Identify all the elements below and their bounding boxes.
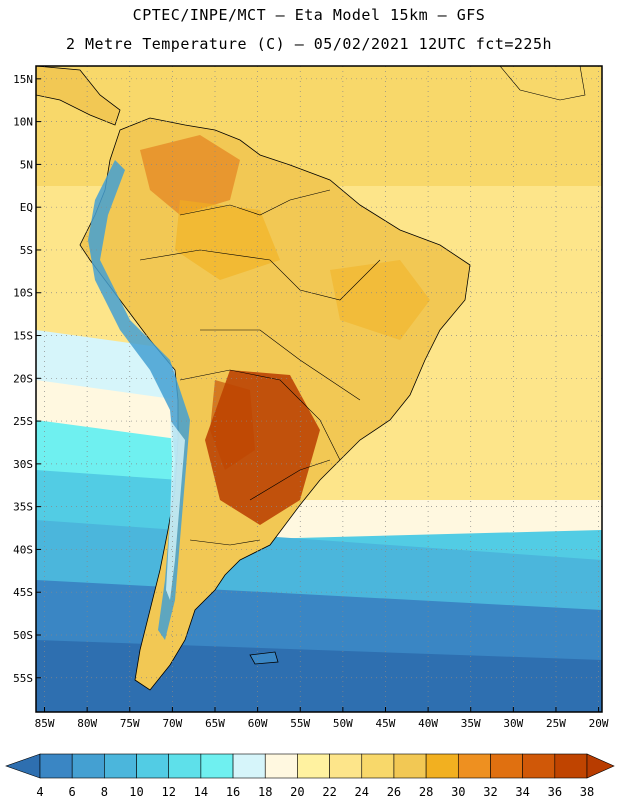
- chaco-hottest-zone: [210, 380, 255, 470]
- colorbar-label: 28: [419, 785, 433, 799]
- country-borders: [139, 189, 381, 546]
- colorbar-label: 4: [36, 785, 43, 799]
- lat-tick-label: 50S: [13, 629, 33, 642]
- colorbar-label: 8: [101, 785, 108, 799]
- colorbar: 4 6 8 10 12 14 16 18 20 22 24 26 28 30 32 34 36 38: [5, 753, 615, 799]
- lon-tick-label: 55W: [290, 717, 310, 730]
- colorbar-swatch: [39, 753, 73, 779]
- andes-cold-strip: [88, 160, 190, 640]
- lat-tick-label: 45S: [13, 586, 33, 599]
- colorbar-swatch: [297, 753, 330, 779]
- colorbar-label: 26: [387, 785, 401, 799]
- lon-tick-label: 20W: [589, 717, 609, 730]
- colorbar-label: 16: [226, 785, 240, 799]
- colorbar-label: 18: [258, 785, 272, 799]
- lon-tick-label: 40W: [418, 717, 438, 730]
- colorbar-arrow-high: [586, 753, 615, 779]
- caribbean-islands: [499, 66, 586, 101]
- lon-tick-label: 60W: [248, 717, 268, 730]
- map-frame: [35, 65, 603, 713]
- colorbar-label: 38: [580, 785, 594, 799]
- colorbar-swatch: [393, 753, 427, 779]
- colorbar-swatch: [136, 753, 170, 779]
- ocean-polar-band: [36, 640, 602, 712]
- lon-tick-label: 65W: [205, 717, 225, 730]
- falkland-islands: [249, 651, 279, 665]
- lat-tick-label: 25S: [13, 415, 33, 428]
- colorbar-swatch: [104, 753, 137, 779]
- colorbar-swatch: [232, 753, 266, 779]
- colorbar-arrow-low: [5, 753, 41, 779]
- colorbar-label: 36: [548, 785, 562, 799]
- amazon-warm-zone: [175, 200, 280, 280]
- colorbar-label: 6: [69, 785, 76, 799]
- latitude-axis: 15N 10N 5N EQ 5S 10S 15S 20S 25S 30S 35S 40S 45S 50S 5…: [13, 73, 41, 685]
- lon-tick-label: 50W: [333, 717, 353, 730]
- lon-tick-label: 75W: [120, 717, 140, 730]
- lat-tick-label: 15N: [13, 73, 33, 86]
- lat-tick-label: 5S: [20, 244, 33, 257]
- lon-tick-label: 70W: [162, 717, 182, 730]
- colorbar-label: 34: [515, 785, 529, 799]
- title-field: 2 Metre Temperature (C) – 05/02/2021 12U…: [65, 35, 553, 53]
- lon-tick-label: 35W: [461, 717, 481, 730]
- central-america-landmass: [36, 66, 121, 126]
- map-field: [36, 66, 602, 712]
- colorbar-label: 14: [194, 785, 208, 799]
- longitude-axis: 85W 80W 75W 70W 65W 60W 55W 50W 45W 40W 35W 30W 25W 2…: [35, 707, 609, 730]
- colorbar-label: 20: [290, 785, 304, 799]
- lon-tick-label: 25W: [546, 717, 566, 730]
- andes-snow-strip: [166, 420, 185, 600]
- lat-tick-label: 15S: [13, 330, 33, 343]
- lat-tick-label: 55S: [13, 672, 33, 685]
- lat-tick-label: 30S: [13, 458, 33, 471]
- colorbar-label: 30: [451, 785, 465, 799]
- colorbar-swatch: [457, 753, 491, 779]
- colorbar-label: 12: [161, 785, 175, 799]
- lat-tick-label: 20S: [13, 372, 33, 385]
- title-model: CPTEC/INPE/MCT – Eta Model 15km – GFS: [132, 6, 486, 24]
- lat-tick-label: EQ: [20, 201, 33, 214]
- colorbar-swatch: [490, 753, 523, 779]
- colorbar-swatch: [329, 753, 363, 779]
- brazil-warm-zone: [330, 260, 430, 340]
- colorbar-label: 24: [355, 785, 369, 799]
- colorbar-swatch: [168, 753, 202, 779]
- colorbar-label: 32: [483, 785, 497, 799]
- lon-tick-label: 85W: [35, 717, 55, 730]
- lat-tick-label: 10N: [13, 116, 33, 129]
- lat-tick-label: 5N: [20, 158, 33, 171]
- colorbar-swatch: [554, 753, 588, 779]
- colorbar-swatch: [71, 753, 105, 779]
- venezuela-hot-zone: [140, 135, 240, 215]
- lon-tick-label: 45W: [376, 717, 396, 730]
- colorbar-swatch: [425, 753, 459, 779]
- lon-tick-label: 80W: [77, 717, 97, 730]
- lat-tick-label: 10S: [13, 287, 33, 300]
- colorbar-label: 22: [322, 785, 336, 799]
- colorbar-swatch: [200, 753, 234, 779]
- lat-tick-label: 35S: [13, 501, 33, 514]
- colorbar-swatch: [361, 753, 395, 779]
- colorbar-swatch: [522, 753, 556, 779]
- colorbar-swatch: [264, 753, 298, 779]
- lat-tick-label: 40S: [13, 543, 33, 556]
- colorbar-label: 10: [129, 785, 143, 799]
- lon-tick-label: 30W: [503, 717, 523, 730]
